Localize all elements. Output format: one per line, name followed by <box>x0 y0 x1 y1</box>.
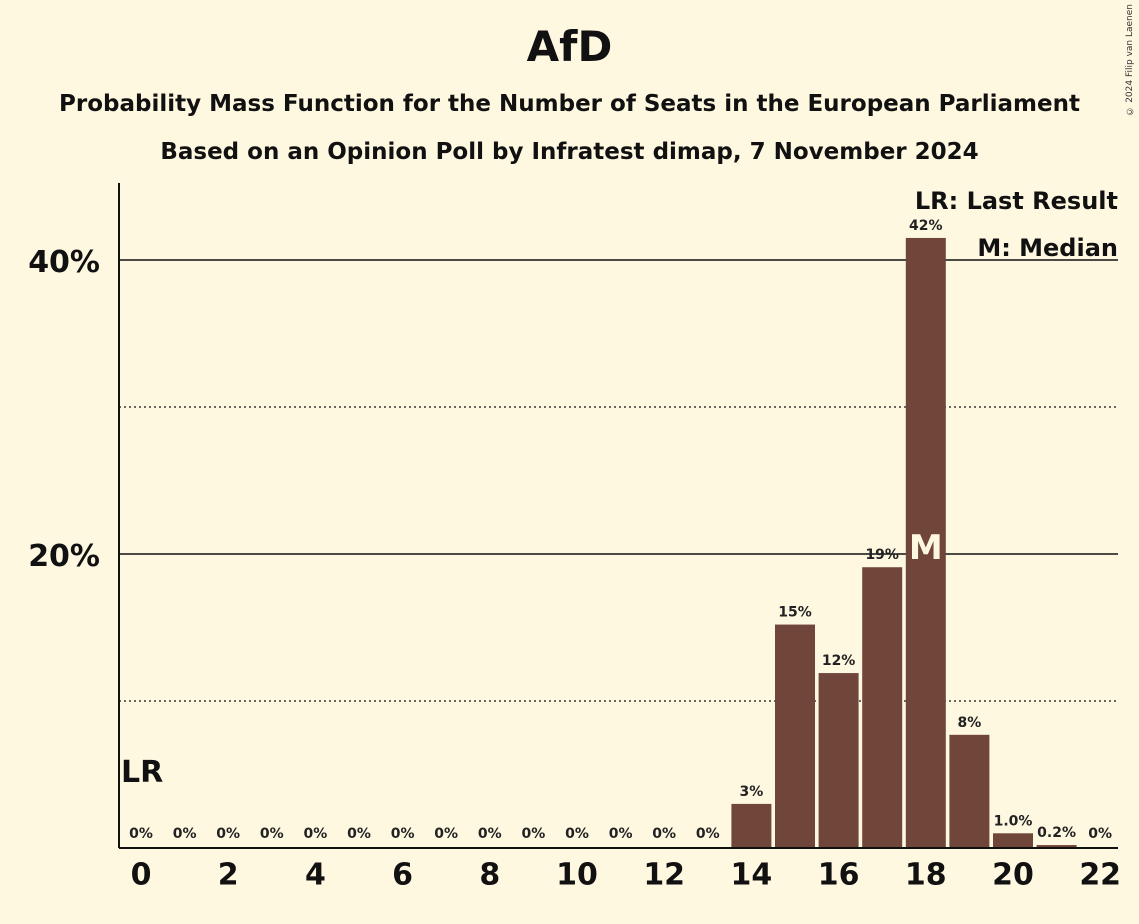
x-tick-label: 20 <box>992 858 1034 893</box>
data-label-seat-14: 3% <box>740 784 764 800</box>
chart-subtitle: Probability Mass Function for the Number… <box>59 91 1080 117</box>
bar-seat-19 <box>949 734 990 848</box>
legend-last-result: LR: Last Result <box>915 187 1118 215</box>
x-tick-label: 8 <box>479 858 500 893</box>
data-label-seat-13: 0% <box>696 826 720 842</box>
data-label-seat-10: 0% <box>565 826 589 842</box>
x-tick-label: 14 <box>731 858 773 893</box>
legend-median: M: Median <box>977 234 1118 262</box>
data-label-seat-5: 0% <box>347 826 371 842</box>
bar-seat-16 <box>818 673 859 848</box>
gridlines <box>119 259 1118 702</box>
x-tick-label: 22 <box>1079 858 1121 893</box>
data-label-seat-12: 0% <box>652 826 676 842</box>
data-label-seat-15: 15% <box>778 605 812 621</box>
y-tick-label: 40% <box>28 245 100 280</box>
x-tick-label: 12 <box>643 858 685 893</box>
x-tick-label: 10 <box>556 858 598 893</box>
x-tick-label: 6 <box>392 858 413 893</box>
data-label-seat-21: 0.2% <box>1037 825 1076 841</box>
chart-title: AfD <box>526 22 613 71</box>
bar-seat-18 <box>905 237 946 848</box>
data-label-seat-6: 0% <box>391 826 415 842</box>
y-tick-label: 20% <box>28 539 100 574</box>
bar-seat-21 <box>1036 845 1077 848</box>
legend: LR: Last Result M: Median <box>915 187 1118 262</box>
data-label-seat-2: 0% <box>216 826 240 842</box>
x-tick-label: 0 <box>131 858 152 893</box>
data-label-seat-8: 0% <box>478 826 502 842</box>
x-tick-label: 2 <box>218 858 239 893</box>
axes <box>118 183 1118 849</box>
median-marker: M <box>909 528 943 568</box>
bars <box>731 237 1077 848</box>
data-label-seat-9: 0% <box>522 826 546 842</box>
x-tick-label: 18 <box>905 858 947 893</box>
data-label-seat-4: 0% <box>304 826 328 842</box>
data-label-seat-0: 0% <box>129 826 153 842</box>
data-label-seat-16: 12% <box>822 653 856 669</box>
data-labels: 0% 0% 0% 0% 0% 0% 0% 0% 0% 0% 0% 0% 0% 0% 3% 15% 12% 19% 4… <box>129 218 1112 842</box>
bar-seat-15 <box>775 624 815 848</box>
x-tick-label: 16 <box>818 858 860 893</box>
data-label-seat-1: 0% <box>173 826 197 842</box>
data-label-seat-18: 42% <box>909 218 943 234</box>
chart-subtitle-source: Based on an Opinion Poll by Infratest di… <box>160 139 979 165</box>
bar-seat-20 <box>993 833 1033 848</box>
bar-seat-17 <box>862 567 903 848</box>
data-label-seat-20: 1.0% <box>994 813 1033 829</box>
tick-labels: 0 2 4 6 8 10 12 14 16 18 20 22 20% 40% <box>28 245 1121 893</box>
data-label-seat-17: 19% <box>865 547 899 563</box>
data-label-seat-11: 0% <box>609 826 633 842</box>
data-label-seat-19: 8% <box>958 715 982 731</box>
markers: LR M <box>121 528 943 790</box>
data-label-seat-7: 0% <box>434 826 458 842</box>
last-result-marker: LR <box>121 755 163 790</box>
x-tick-label: 4 <box>305 858 326 893</box>
data-label-seat-3: 0% <box>260 826 284 842</box>
data-label-seat-22: 0% <box>1088 826 1112 842</box>
bar-seat-14 <box>731 803 772 848</box>
